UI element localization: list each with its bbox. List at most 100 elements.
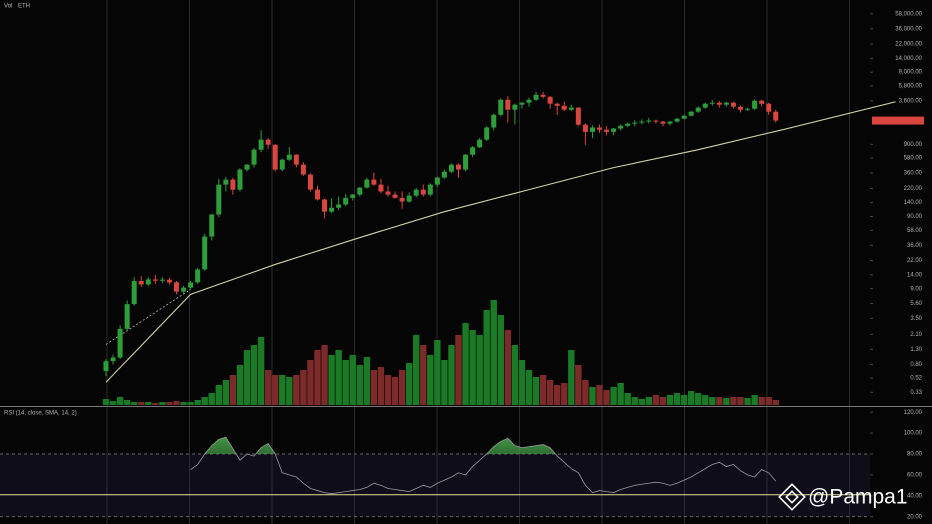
volume-bar (138, 402, 145, 405)
volume-bar (504, 330, 512, 405)
volume-bar (687, 391, 695, 405)
volume-bar (279, 375, 286, 405)
candle-body (540, 94, 546, 97)
candle-body (723, 102, 729, 105)
volume-bar (561, 383, 568, 405)
trend-curve (105, 101, 896, 383)
candle-body (674, 118, 680, 122)
candle-body (752, 100, 758, 109)
candle-body (420, 189, 426, 195)
y-tick-label: 36,000.00 (895, 26, 922, 32)
y-tick-label: 22.00 (907, 258, 923, 264)
volume-bar (391, 377, 399, 405)
volume-bar (123, 400, 131, 405)
volume-bar (723, 398, 730, 405)
y-tick-label: 900.00 (904, 142, 923, 148)
candle-body (730, 102, 736, 107)
y-tick-label: 22,000.00 (895, 42, 922, 48)
candle-body (512, 104, 518, 110)
candle-body (766, 103, 772, 112)
candle-body (237, 169, 243, 190)
y-tick-label: 14,000.00 (895, 56, 922, 62)
volume-bar (518, 360, 526, 405)
candle-body (181, 287, 187, 292)
candle-body (702, 103, 708, 108)
y-tick-label: 0.33 (910, 390, 922, 396)
volume-bar (377, 367, 385, 405)
candle-body (315, 189, 320, 200)
candle-body (174, 282, 179, 292)
candle-body (653, 120, 659, 122)
volume-bar (384, 375, 392, 405)
volume-bar (159, 402, 166, 405)
candle-body (604, 129, 610, 132)
volume-bar (582, 380, 589, 405)
watermark-logo (778, 483, 806, 511)
volume-bar (208, 393, 215, 405)
volume-bar (321, 345, 328, 405)
y-tick-label: 40.00 (907, 493, 923, 499)
candle-body (300, 164, 306, 175)
volume-bar (525, 370, 533, 405)
volume-bar (293, 375, 300, 405)
volume-bar (702, 395, 709, 405)
candle-body (223, 179, 229, 185)
candle-body (681, 115, 687, 119)
candle-body (371, 179, 377, 185)
volume-label: Vol (4, 4, 12, 10)
volume-bar (131, 402, 138, 405)
y-tick-label: 9,000.00 (899, 70, 923, 76)
y-tick-label: 60.00 (907, 472, 923, 478)
y-tick-label: 58.00 (907, 228, 923, 234)
volume-bar (469, 330, 476, 405)
candle-body (159, 279, 165, 281)
volume-bar (645, 397, 653, 405)
candle-body (364, 179, 370, 188)
volume-bar (272, 375, 279, 405)
candle-body (533, 94, 539, 100)
volume-bar (765, 397, 772, 405)
y-tick-label: 20.00 (907, 514, 923, 520)
y-tick-label: 36.00 (907, 243, 923, 249)
volume-bar (448, 345, 455, 405)
y-tick-label: 120.00 (904, 410, 923, 416)
volume-bar (300, 370, 307, 405)
y-tick-label: 9.00 (910, 286, 922, 292)
y-tick-label: 220.00 (904, 186, 923, 192)
last-price-tag (872, 116, 924, 125)
candle-body (505, 99, 511, 110)
candle-body (618, 125, 624, 129)
candle-body (336, 204, 342, 208)
y-tick-label: 14.00 (907, 272, 923, 278)
candle-body (329, 207, 335, 212)
candle-body (632, 122, 638, 124)
watermark-text: @Pampa1 (808, 486, 908, 509)
candle-body (357, 187, 363, 195)
volume-bar (511, 345, 519, 405)
candle-body (110, 357, 116, 362)
symbol-label: ETH (18, 4, 30, 10)
rsi-line (190, 436, 777, 495)
candle-body (385, 191, 391, 195)
candle-body (554, 103, 560, 106)
volume-bar (194, 400, 201, 405)
rsi-title: RSI (14, close, SMA, 14, 2) (4, 411, 77, 417)
volume-bar (257, 337, 265, 405)
volume-bar (328, 355, 335, 405)
candle-body (716, 102, 722, 105)
candle-body (216, 184, 222, 215)
candle-body (427, 184, 433, 195)
candle-body (145, 279, 151, 285)
volume-bar (589, 387, 596, 405)
volume-bar (476, 335, 483, 405)
candle-body (103, 361, 109, 372)
volume-bar (342, 360, 349, 405)
volume-bar (201, 397, 208, 405)
candle-body (286, 154, 292, 160)
candle-body (195, 269, 201, 283)
volume-bar (307, 360, 314, 405)
candle-body (568, 107, 574, 110)
volume-bar (532, 377, 540, 405)
volume-bar (539, 375, 547, 405)
